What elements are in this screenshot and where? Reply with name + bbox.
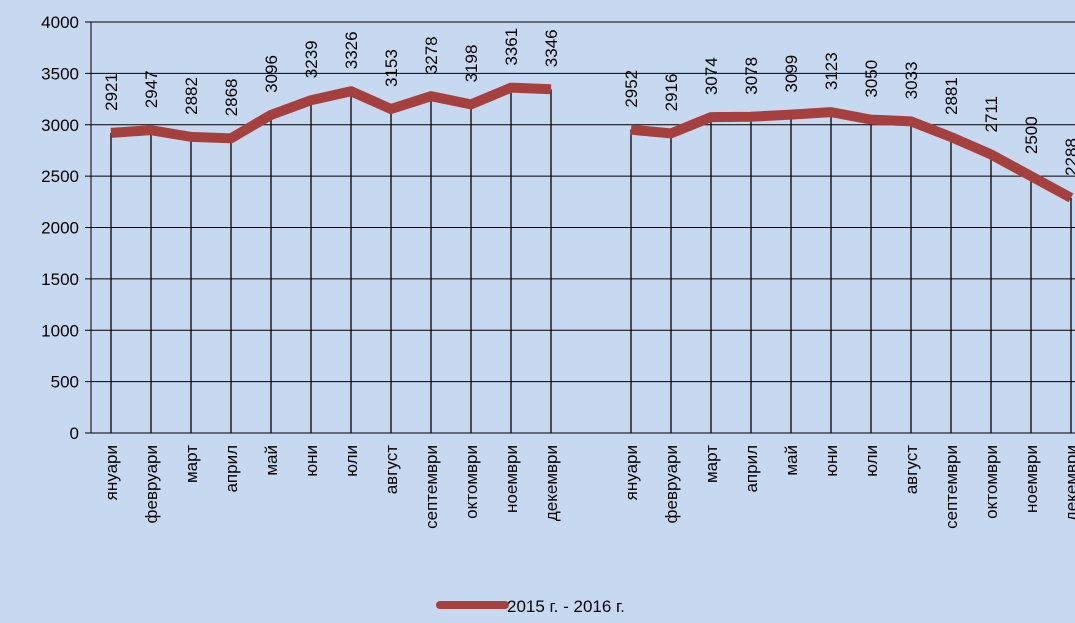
data-label: 3123 — [822, 52, 841, 90]
y-tick-label: 1500 — [41, 270, 79, 289]
data-label: 2881 — [942, 77, 961, 115]
data-label: 2288 — [1062, 138, 1075, 176]
x-tick-label: февруари — [662, 445, 681, 523]
data-label: 2882 — [182, 77, 201, 115]
x-tick-label: март — [182, 445, 201, 483]
data-label: 3099 — [782, 55, 801, 93]
data-label: 3033 — [902, 62, 921, 100]
x-tick-label: октомври — [462, 445, 481, 519]
data-label: 2947 — [142, 70, 161, 108]
x-tick-label: ноември — [502, 445, 521, 513]
legend-label: 2015 г. - 2016 г. — [507, 597, 625, 616]
y-tick-label: 0 — [70, 424, 79, 443]
x-tick-label: юни — [302, 445, 321, 477]
y-tick-label: 2000 — [41, 219, 79, 238]
data-label: 2921 — [102, 73, 121, 111]
x-tick-label: октомври — [982, 445, 1001, 519]
y-tick-label: 1000 — [41, 321, 79, 340]
data-label: 3096 — [262, 55, 281, 93]
data-label: 3050 — [862, 60, 881, 98]
data-label: 3326 — [342, 31, 361, 69]
data-label: 3361 — [502, 28, 521, 66]
x-tick-label: август — [902, 445, 921, 494]
x-tick-label: декември — [542, 445, 561, 521]
y-tick-label: 500 — [51, 373, 79, 392]
x-tick-label: май — [262, 445, 281, 476]
x-tick-label: януари — [622, 445, 641, 500]
series-line — [110, 82, 1074, 203]
x-tick-label: септември — [942, 445, 961, 529]
data-label: 2952 — [622, 70, 641, 108]
x-tick-label: януари — [102, 445, 121, 500]
x-tick-label: юни — [822, 445, 841, 477]
y-tick-label: 3000 — [41, 116, 79, 135]
y-tick-label: 2500 — [41, 167, 79, 186]
data-label: 3078 — [742, 57, 761, 95]
x-tick-label: април — [222, 445, 241, 493]
x-tick-label: май — [782, 445, 801, 476]
x-tick-label: юли — [862, 445, 881, 477]
data-label: 2500 — [1022, 116, 1041, 154]
y-tick-label: 3500 — [41, 64, 79, 83]
x-tick-label: февруари — [142, 445, 161, 523]
data-label: 2916 — [662, 74, 681, 112]
data-label: 3346 — [542, 29, 561, 67]
x-tick-label: август — [382, 445, 401, 494]
x-tick-label: април — [742, 445, 761, 493]
data-label: 3198 — [462, 45, 481, 83]
data-label: 3239 — [302, 40, 321, 78]
data-label: 2868 — [222, 78, 241, 116]
data-label: 3153 — [382, 49, 401, 87]
x-tick-label: декември — [1062, 445, 1075, 521]
x-tick-label: ноември — [1022, 445, 1041, 513]
x-tick-label: март — [702, 445, 721, 483]
x-tick-label: септември — [422, 445, 441, 529]
data-label: 3074 — [702, 57, 721, 95]
y-tick-label: 4000 — [41, 13, 79, 32]
x-tick-label: юли — [342, 445, 361, 477]
data-label: 2711 — [982, 96, 1001, 133]
data-label: 3278 — [422, 36, 441, 74]
